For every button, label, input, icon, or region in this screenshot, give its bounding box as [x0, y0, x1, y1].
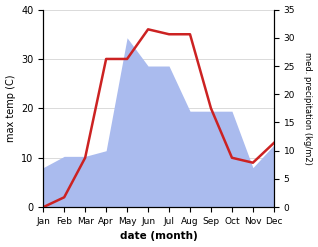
Y-axis label: med. precipitation (kg/m2): med. precipitation (kg/m2) [303, 52, 313, 165]
Y-axis label: max temp (C): max temp (C) [5, 75, 16, 142]
X-axis label: date (month): date (month) [120, 231, 197, 242]
